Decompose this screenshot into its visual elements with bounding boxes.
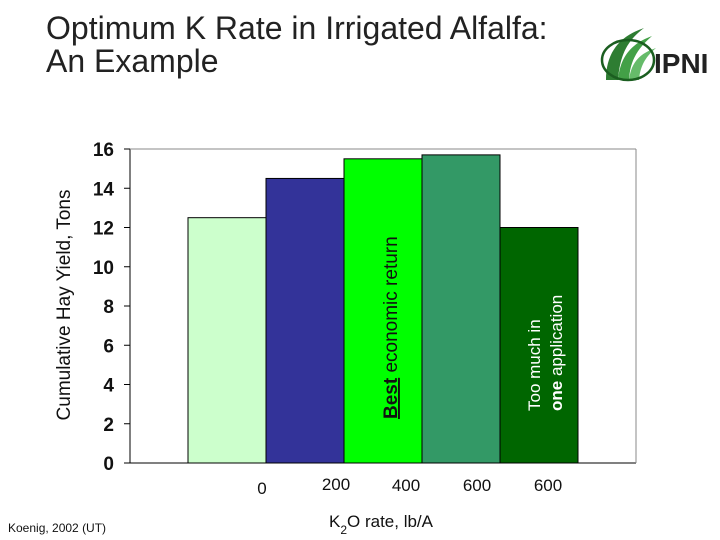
x-axis-label: K2O rate, lb/A: [329, 512, 434, 537]
y-tick-label-2: 2: [103, 415, 114, 436]
bar-0: [187, 217, 267, 464]
y-axis-label: Cumulative Hay Yield, Tons: [54, 190, 75, 421]
annotation-too-much-line2: one application: [547, 295, 566, 411]
annotation-too-much-line1: Too much in: [525, 319, 544, 411]
axis-layer: 0 2 4 6 8 10 12 14 16 0 200 400 600 600: [93, 140, 637, 498]
y-tick-label-4: 4: [103, 376, 114, 397]
x-tick-label-1: 200: [322, 475, 350, 494]
title-line-1: Optimum K Rate in Irrigated Alfalfa:: [46, 10, 548, 46]
bar-3: [421, 154, 501, 464]
title-line-2: An Example: [46, 43, 219, 79]
grass-swoosh-icon: [600, 28, 656, 82]
y-tick-label-6: 6: [103, 336, 114, 357]
x-tick-label-2: 400: [392, 476, 420, 495]
x-tick-label-3: 600: [463, 476, 491, 495]
logo-text: IPNI: [654, 48, 709, 79]
bar-4: [499, 227, 579, 464]
annotation-layer: Best economic return Too much in one appli…: [381, 236, 566, 419]
y-tick-label-0: 0: [103, 454, 114, 475]
y-tick-label-14: 14: [93, 179, 115, 200]
y-tick-label-16: 16: [93, 140, 114, 161]
y-tick-label-12: 12: [93, 219, 114, 240]
bars-layer: [187, 154, 579, 464]
ipni-logo: IPNI: [598, 22, 716, 82]
y-tick-label-10: 10: [93, 258, 114, 279]
citation-text: Koenig, 2002 (UT): [8, 521, 107, 535]
y-tick-label-8: 8: [103, 297, 114, 318]
annotation-best-economic-return: Best economic return: [381, 236, 402, 419]
bar-1: [265, 177, 345, 464]
x-tick-label-0: 0: [257, 479, 266, 498]
x-tick-label-4: 600: [534, 476, 562, 495]
slide-title: Optimum K Rate in Irrigated Alfalfa: An …: [46, 12, 548, 78]
